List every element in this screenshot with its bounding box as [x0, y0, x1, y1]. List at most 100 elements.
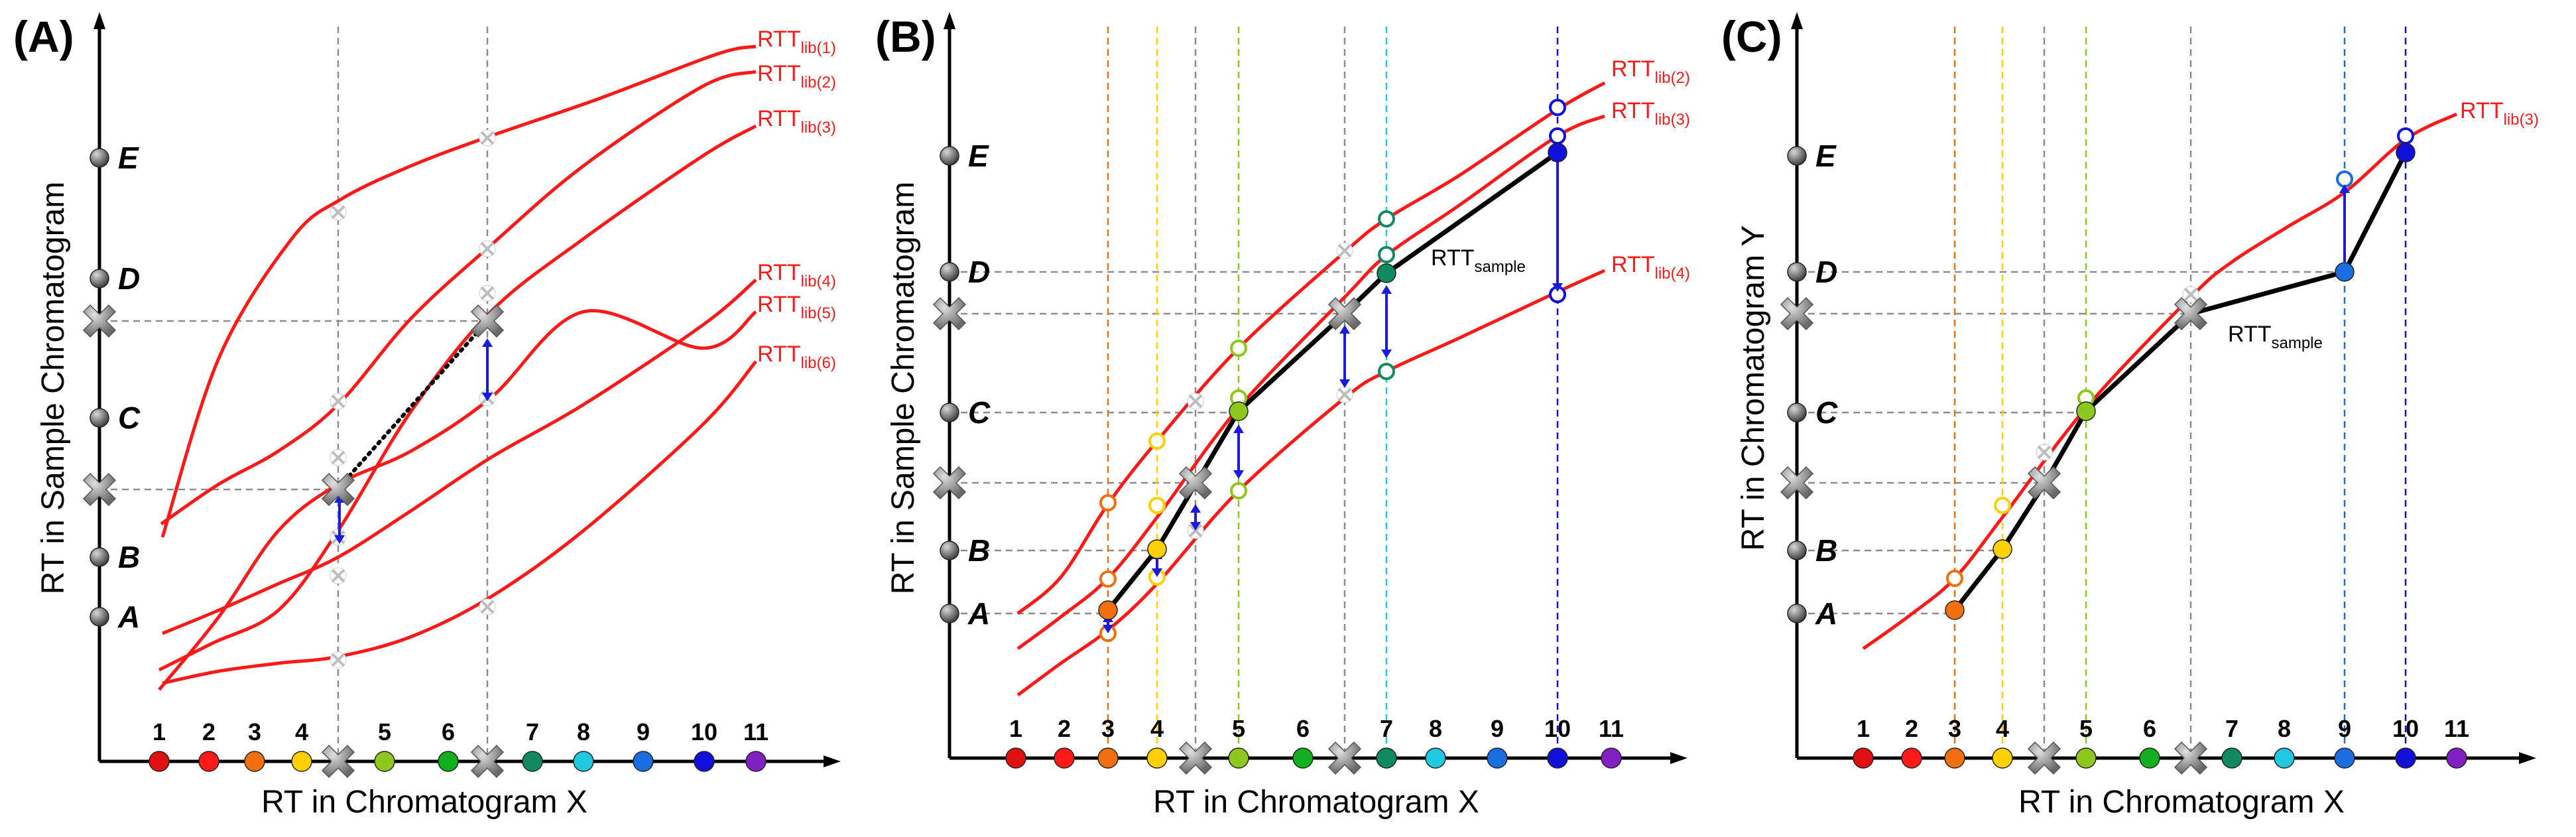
intersection-marker [330, 567, 347, 584]
unknown-compound-marker [470, 304, 505, 338]
projection-point [1148, 497, 1166, 514]
y-unknown-marker [82, 472, 117, 507]
y-reference-letter: E [118, 141, 139, 175]
rtt-library-curve [1862, 112, 2458, 651]
panel-a-label: (A) [13, 12, 74, 61]
panel-a-overlay [321, 129, 505, 669]
y-reference-marker [1787, 262, 1807, 282]
panel-c-curves [1862, 112, 2458, 651]
rtt-library-label: RTTlib(1) [757, 27, 836, 57]
shift-arrow [2339, 184, 2350, 262]
x-reference-number: 10 [1544, 715, 1571, 742]
x-reference-number: 5 [2079, 715, 2093, 742]
panel-a-curve-labels: RTTlib(1)RTTlib(2)RTTlib(3)RTTlib(4)RTTl… [757, 27, 836, 372]
panel-c-x-markers: 1 2 3 4 5 6 7 8 9 10 11 [1853, 715, 2469, 775]
y-unknown-marker [82, 304, 117, 338]
x-reference-marker [745, 751, 767, 772]
projection-point [1378, 246, 1395, 263]
projection-point [1230, 340, 1247, 357]
y-unknown-marker [1780, 296, 1814, 331]
x-reference-marker [1292, 747, 1314, 769]
panel-a-x-axis-title: RT in Chromatogram X [261, 785, 587, 820]
x-reference-marker [633, 751, 654, 772]
y-unknown-marker [932, 466, 967, 500]
panel-b-y-axis-title: RT in Sample Chromatogram [886, 182, 921, 594]
sample-point [1945, 600, 1965, 620]
x-reference-marker [2221, 747, 2242, 769]
y-reference-marker [90, 607, 109, 627]
y-reference-marker [90, 408, 109, 428]
y-reference-letter: B [1815, 533, 1837, 568]
y-reference-letter: C [1815, 395, 1838, 430]
intersection-marker [330, 393, 347, 410]
intersection-marker [2182, 286, 2199, 303]
x-reference-number: 2 [202, 718, 215, 745]
x-reference-number: 6 [2143, 715, 2156, 742]
x-axis-arrowhead [824, 755, 841, 767]
y-reference-letter: A [117, 600, 140, 634]
x-reference-number: 3 [1101, 715, 1115, 742]
rtt-library-label: RTTlib(3) [2460, 98, 2539, 129]
rtt-library-label: RTTlib(2) [757, 61, 836, 92]
x-reference-marker [1901, 747, 1922, 769]
x-reference-marker [1376, 747, 1397, 769]
projection-point [1099, 570, 1117, 588]
x-reference-number: 4 [1996, 715, 2009, 742]
y-reference-marker [1787, 403, 1807, 422]
x-reference-marker [149, 751, 170, 772]
x-unknown-marker [1178, 741, 1213, 775]
rtt-library-curve [1016, 81, 1606, 615]
intersection-marker [479, 598, 496, 615]
x-reference-number: 2 [1058, 715, 1071, 742]
sample-point [1548, 143, 1567, 162]
unknown-compound-marker [1178, 466, 1213, 500]
y-reference-letter: B [118, 540, 140, 574]
sample-point [1377, 263, 1396, 283]
projection-point [2397, 127, 2414, 145]
intersection-marker [1336, 242, 1353, 259]
y-reference-marker [940, 541, 959, 560]
rtt-library-curve [160, 70, 757, 526]
rtt-library-label: RTTlib(3) [1611, 98, 1690, 129]
projection-point [1549, 99, 1566, 116]
interpolation-line [337, 319, 489, 489]
x-reference-number: 11 [1599, 715, 1624, 742]
x-reference-marker [1146, 747, 1168, 769]
y-reference-letter: D [968, 255, 990, 289]
x-reference-number: 11 [743, 718, 768, 745]
x-reference-number: 9 [2338, 715, 2351, 742]
x-reference-marker [1547, 747, 1568, 769]
y-reference-letter: A [967, 596, 990, 631]
y-axis-arrowhead [944, 12, 955, 29]
rtt-library-curve [158, 309, 757, 691]
x-reference-marker [1992, 747, 2013, 769]
panel-a: (A) AB C D E 1 2 3 4 5 6 7 8 9 10 11 RTTlib(1) RTTlib(… [13, 12, 841, 820]
projection-point [1148, 432, 1166, 450]
rtt-library-label: RTTlib(4) [1611, 252, 1690, 283]
intersection-marker [330, 449, 347, 466]
x-reference-number: 5 [378, 718, 391, 745]
y-reference-letter: E [968, 139, 989, 173]
y-reference-marker [940, 146, 959, 166]
x-reference-marker [438, 751, 459, 772]
x-reference-number: 10 [691, 718, 717, 745]
x-unknown-marker [2027, 741, 2061, 775]
y-reference-letter: D [1815, 255, 1837, 289]
x-reference-number: 3 [1948, 715, 1961, 742]
panel-c-curve-labels: RTTlib(3) RTTsample [2228, 98, 2539, 352]
rtt-library-label: RTTlib(2) [1611, 56, 1690, 87]
y-reference-marker [90, 148, 109, 168]
y-reference-letter: C [968, 395, 991, 430]
panel-c-overlay [1945, 127, 2416, 620]
x-reference-marker [291, 751, 312, 772]
y-reference-letter: C [118, 401, 141, 435]
difference-arrow [1190, 504, 1201, 531]
panel-c-label: (C) [1721, 12, 1782, 61]
panel-a-x-markers: 1 2 3 4 5 6 7 8 9 10 11 [149, 718, 768, 779]
unknown-compound-marker [2174, 296, 2208, 331]
projection-point [1994, 497, 2011, 514]
x-unknown-marker [1327, 741, 1362, 775]
difference-arrow [1552, 153, 1563, 292]
projection-point [1946, 570, 1963, 587]
panel-c-y-markers: AB C D E [1780, 139, 1838, 631]
